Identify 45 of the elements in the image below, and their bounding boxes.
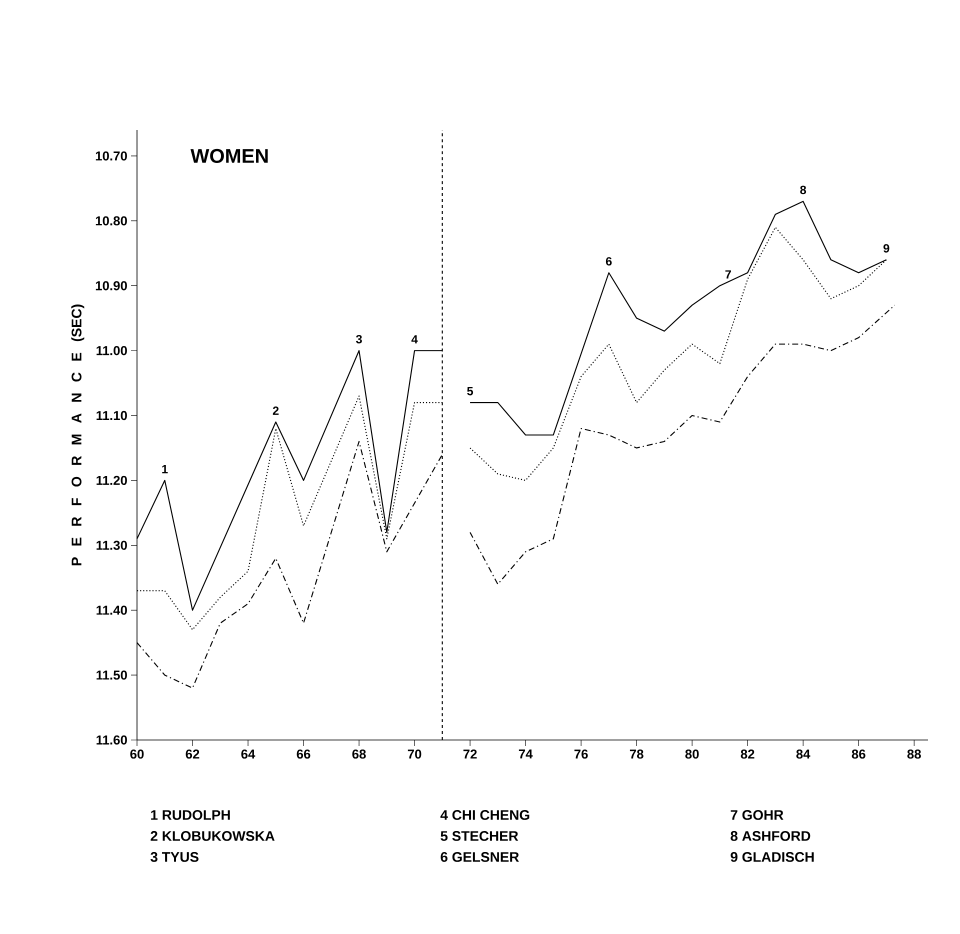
y-tick-label: 11.20 bbox=[96, 476, 127, 485]
y-tick-label: 11.30 bbox=[96, 540, 127, 550]
x-tick-label: 84 bbox=[796, 750, 810, 759]
y-tick-label: 11.00 bbox=[96, 346, 127, 356]
x-tick-label: 66 bbox=[296, 750, 310, 759]
annotation: 7 bbox=[725, 270, 731, 279]
annotation: 3 bbox=[356, 334, 362, 344]
x-tick-label: 70 bbox=[408, 750, 422, 759]
text: 2 KLOBUKOWSKA bbox=[150, 831, 275, 841]
x-tick-label: 82 bbox=[740, 750, 754, 759]
text: 8 ASHFORD bbox=[730, 831, 810, 841]
x-tick-label: 72 bbox=[463, 750, 477, 759]
annotation: 6 bbox=[606, 257, 612, 266]
annotation: 9 bbox=[883, 244, 890, 253]
y-tick-label: 11.50 bbox=[96, 670, 127, 680]
text: 3 TYUS bbox=[150, 852, 198, 862]
annotation: 4 bbox=[411, 335, 418, 344]
x-tick-label: 60 bbox=[130, 750, 144, 759]
y-tick-label: 11.60 bbox=[96, 735, 127, 745]
annotation: 2 bbox=[272, 406, 279, 415]
annotation: 5 bbox=[467, 387, 474, 396]
text: WOMEN bbox=[190, 148, 268, 163]
text: 1 RUDOLPH bbox=[151, 810, 230, 820]
y-axis-title: P E R F O R M A N C E (SEC) bbox=[71, 304, 84, 566]
x-tick-label: 76 bbox=[574, 750, 588, 759]
text: 9 GLADISCH bbox=[730, 852, 814, 862]
text: 7 GOHR bbox=[730, 810, 784, 820]
y-tick-label: 10.90 bbox=[96, 281, 127, 290]
x-tick-label: 62 bbox=[186, 750, 200, 759]
x-tick-label: 88 bbox=[907, 750, 921, 759]
y-tick-label: 11.10 bbox=[96, 410, 127, 420]
text: 6 GELSNER bbox=[440, 852, 519, 862]
x-tick-label: 78 bbox=[630, 750, 644, 759]
annotation: 8 bbox=[800, 186, 806, 194]
x-tick-label: 74 bbox=[518, 750, 533, 758]
x-tick-label: 64 bbox=[241, 750, 256, 759]
x-tick-label: 68 bbox=[352, 750, 366, 759]
x-tick-label: 86 bbox=[852, 750, 866, 759]
y-tick-label: 10.70 bbox=[96, 151, 127, 161]
annotation: 1 bbox=[162, 464, 168, 474]
text: 4 CHI CHENG bbox=[440, 810, 530, 820]
y-tick-label: 10.80 bbox=[96, 216, 127, 226]
y-tick-label: 11.40 bbox=[96, 606, 127, 615]
text: 5 STECHER bbox=[440, 831, 518, 841]
x-tick-label: 80 bbox=[685, 750, 699, 759]
